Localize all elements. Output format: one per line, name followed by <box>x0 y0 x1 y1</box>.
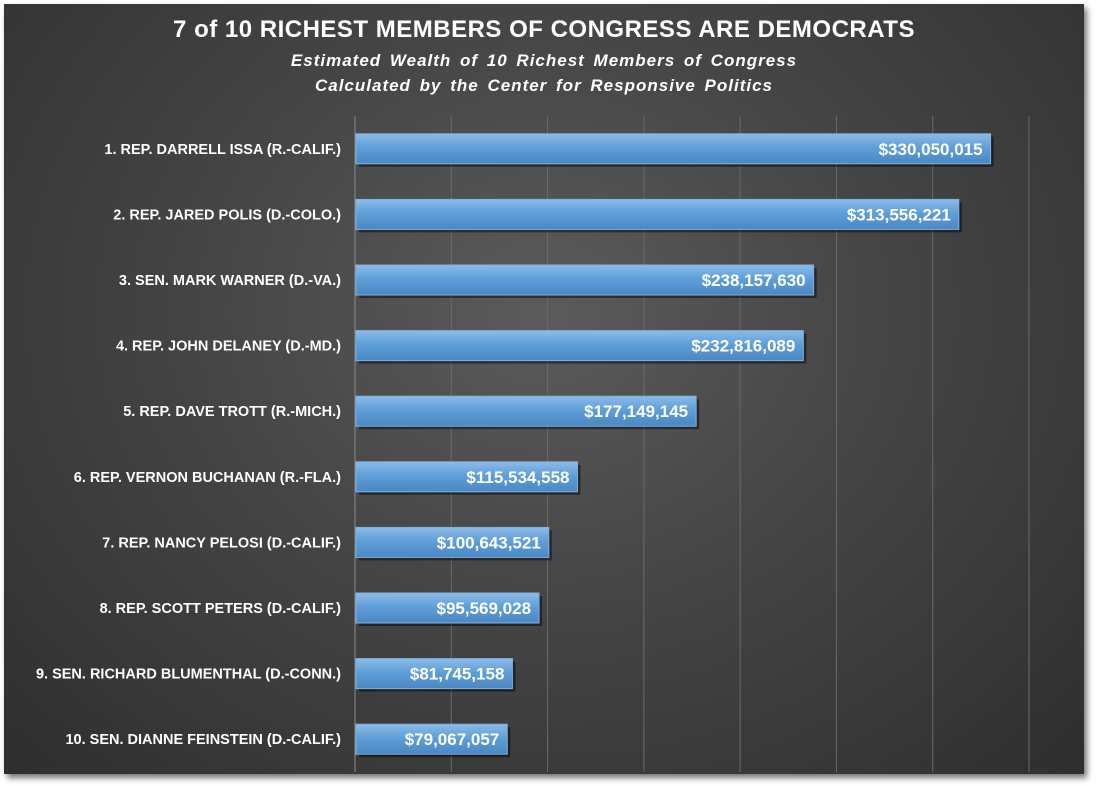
bar <box>355 526 550 558</box>
chart-subtitle-line-1: Estimated Wealth of 10 Richest Members o… <box>290 51 798 70</box>
category-label: 7. REP. NANCY PELOSI (D.-CALIF.) <box>102 535 341 551</box>
bar-chart: 1. REP. DARRELL ISSA (R.-CALIF.) 2. REP. … <box>36 116 1030 772</box>
data-label: $79,067,057 <box>405 730 500 749</box>
bar <box>355 133 992 165</box>
category-label: 6. REP. VERNON BUCHANAN (R.-FLA.) <box>74 470 341 486</box>
category-label: 1. REP. DARRELL ISSA (R.-CALIF.) <box>104 142 341 158</box>
bar <box>355 461 578 493</box>
chart-subtitle-line-2: Calculated by the Center for Responsive … <box>314 76 774 95</box>
bar <box>355 330 804 362</box>
data-label: $313,556,221 <box>847 205 951 224</box>
data-label: $95,569,028 <box>436 599 531 618</box>
data-label: $100,643,521 <box>437 533 541 552</box>
category-label: 5. REP. DAVE TROTT (R.-MICH.) <box>123 404 341 420</box>
category-label: 8. REP. SCOTT PETERS (D.-CALIF.) <box>100 601 342 617</box>
data-label: $330,050,015 <box>879 140 983 159</box>
data-label: $81,745,158 <box>410 665 505 684</box>
category-label: 2. REP. JARED POLIS (D.-COLO.) <box>113 207 341 223</box>
data-label: $238,157,630 <box>702 271 806 290</box>
bar <box>355 198 960 230</box>
data-label: $232,816,089 <box>691 337 795 356</box>
bar <box>355 723 508 755</box>
bar <box>355 658 513 690</box>
chart-panel: 7 of 10 RICHEST MEMBERS OF CONGRESS ARE … <box>4 4 1084 774</box>
data-label: $177,149,145 <box>584 402 688 421</box>
category-label: 10. SEN. DIANNE FEINSTEIN (D.-CALIF.) <box>65 732 341 748</box>
bar <box>355 264 815 296</box>
category-label: 3. SEN. MARK WARNER (D.-VA.) <box>119 273 341 289</box>
category-labels: 1. REP. DARRELL ISSA (R.-CALIF.) 2. REP. … <box>36 142 341 748</box>
category-label: 9. SEN. RICHARD BLUMENTHAL (D.-CONN.) <box>36 667 341 683</box>
bar <box>355 592 540 624</box>
bar <box>355 395 697 427</box>
category-label: 4. REP. JOHN DELANEY (D.-MD.) <box>116 339 341 355</box>
data-label: $115,534,558 <box>466 468 569 487</box>
value-labels: $330,050,015 $313,556,221 $238,157,630 $232… <box>405 140 983 749</box>
chart-title: 7 of 10 RICHEST MEMBERS OF CONGRESS ARE … <box>173 16 915 43</box>
bars <box>355 133 994 758</box>
